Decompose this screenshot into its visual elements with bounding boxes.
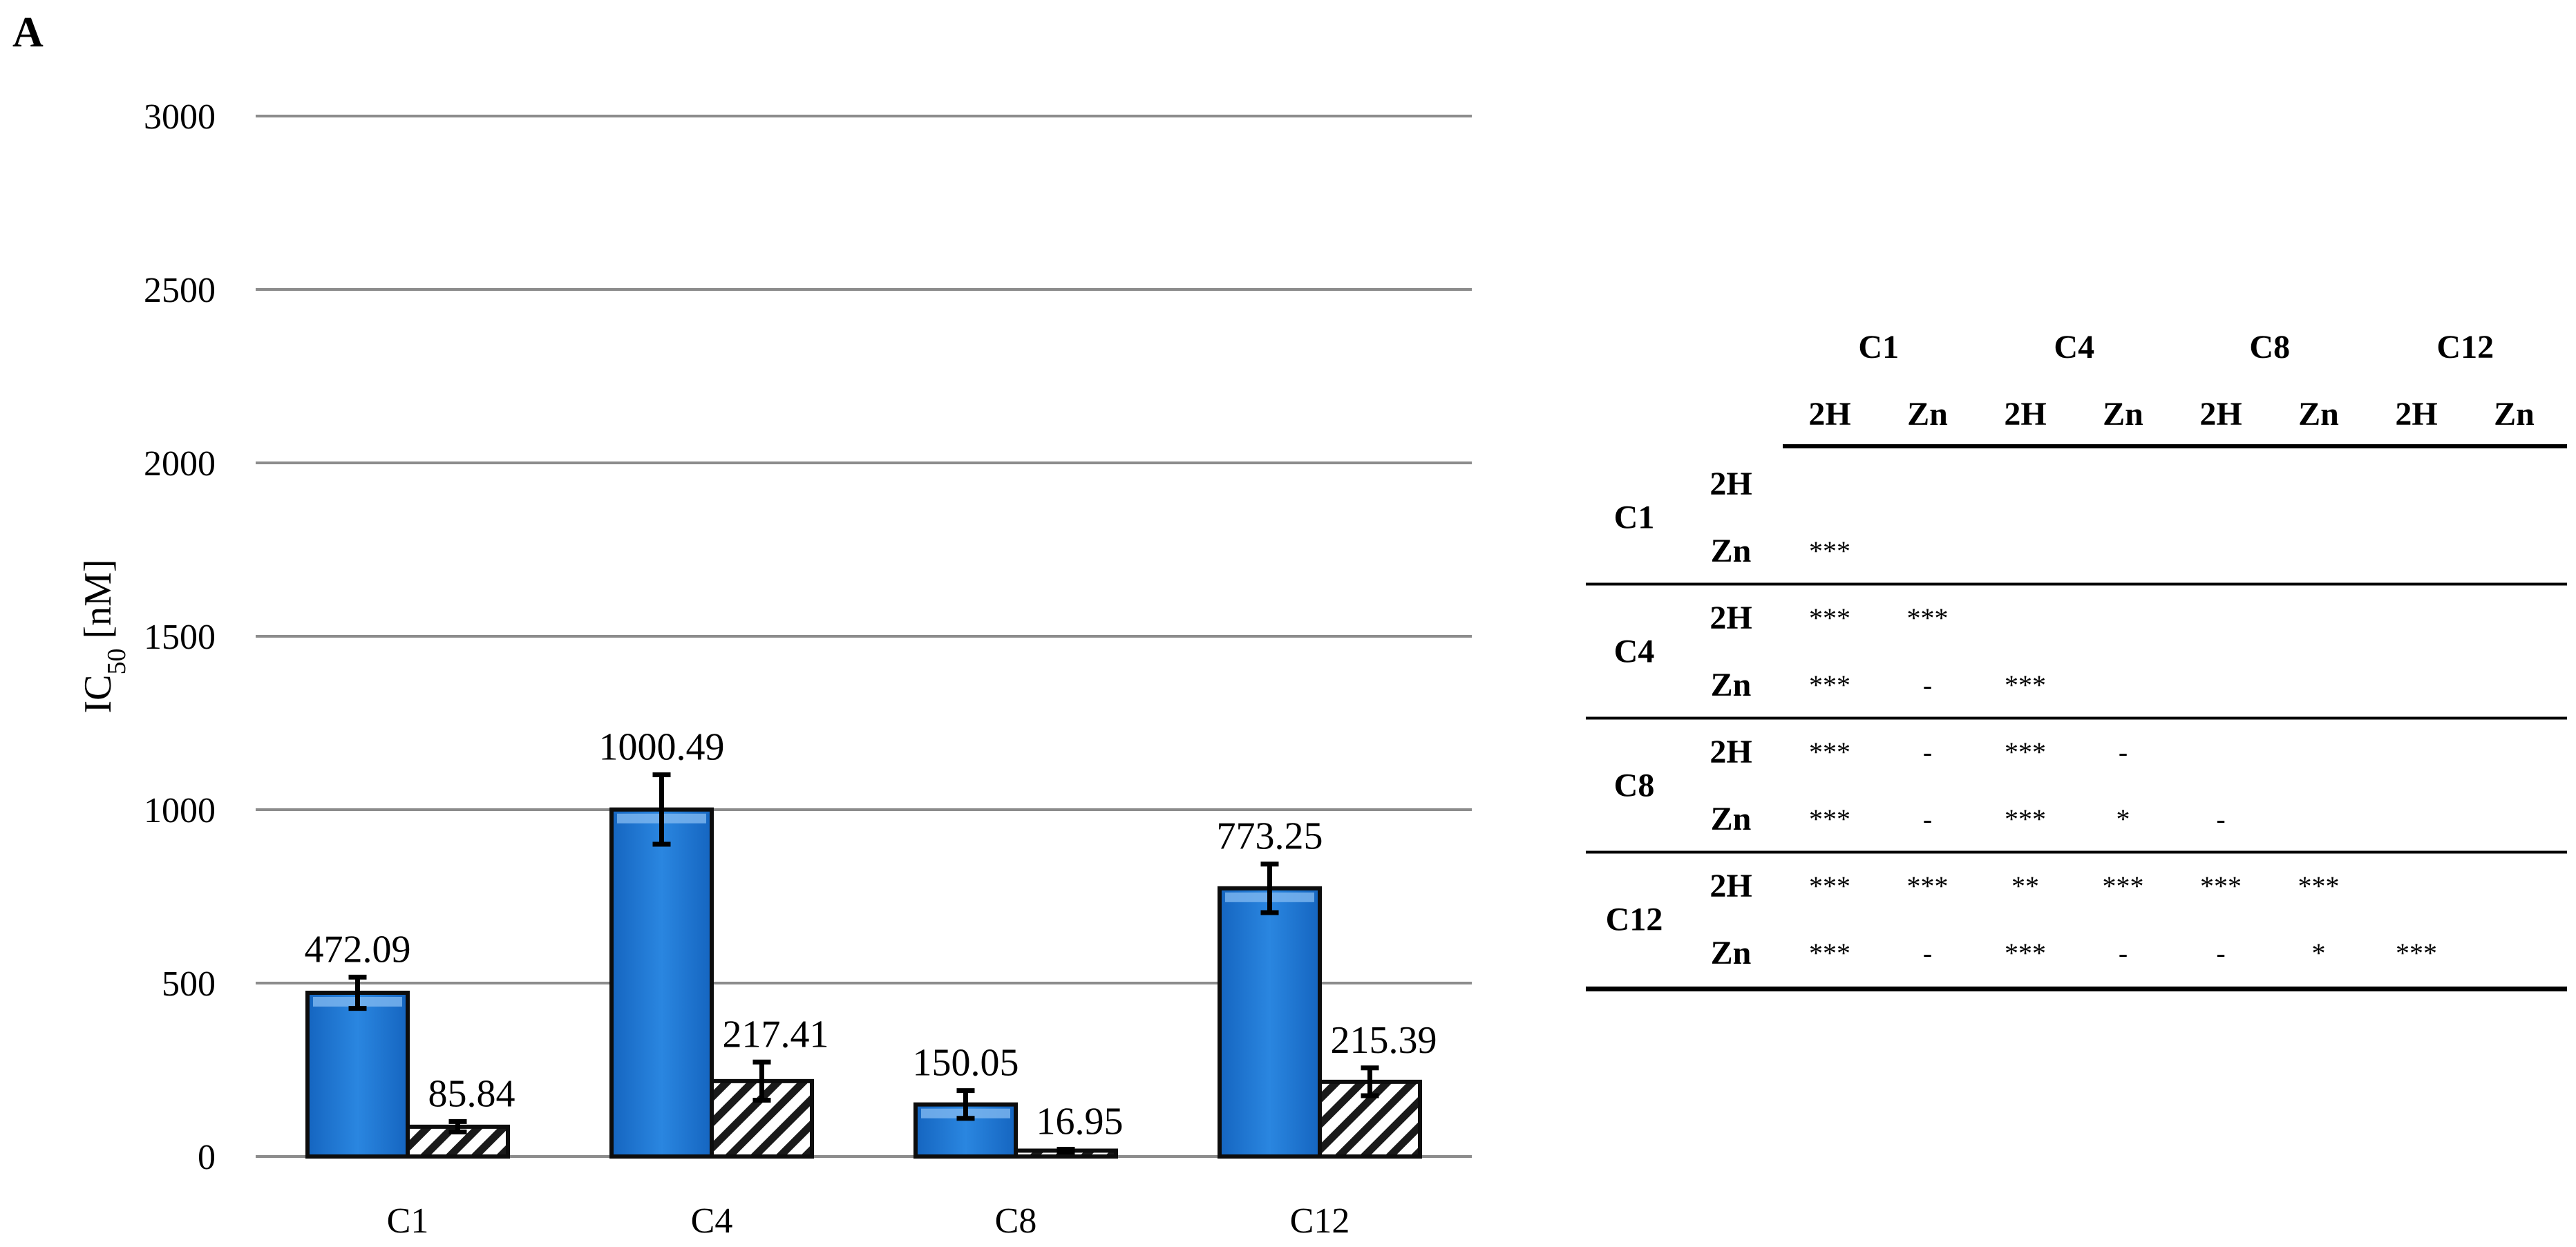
x-tick-label: C8 (995, 1201, 1037, 1241)
table-cell: *** (1809, 803, 1850, 835)
data-label: 85.84 (428, 1072, 515, 1115)
table-row-sub: Zn (1711, 667, 1752, 703)
y-tick-label: 0 (198, 1138, 216, 1177)
table-sub-header: Zn (1907, 396, 1948, 432)
y-tick-label: 2000 (144, 444, 216, 484)
table-cell: ** (2011, 870, 2039, 902)
table-cell: *** (1907, 870, 1949, 902)
table-cell: *** (1809, 669, 1850, 701)
panel-label: A (12, 9, 44, 56)
table-group-header: C4 (2054, 329, 2094, 365)
y-tick-label: 2500 (144, 271, 216, 310)
table-sub-header: 2H (1808, 396, 1850, 432)
data-label: 1000.49 (599, 726, 725, 769)
table-sub-header: Zn (2494, 396, 2535, 432)
bars (305, 772, 1422, 1159)
table-cell: - (2216, 937, 2225, 969)
y-tick-label: 1000 (144, 791, 216, 830)
y-tick-label: 3000 (144, 97, 216, 137)
table-cell: - (1923, 803, 1932, 835)
table-cell: *** (1809, 937, 1850, 969)
table-row-group: C12 (1606, 902, 1663, 938)
y-axis-title: IC50 [nM] (77, 559, 131, 713)
table-cell: *** (2200, 870, 2242, 902)
table-row-group: C1 (1614, 499, 1655, 536)
table-cell: *** (2005, 669, 2046, 701)
x-tick-label: C1 (387, 1201, 429, 1241)
table-cell: *** (2005, 736, 2046, 768)
table-row-group: C4 (1614, 634, 1655, 670)
data-label: 472.09 (305, 928, 411, 971)
table-cell: - (1923, 736, 1932, 768)
table-row-sub: Zn (1711, 801, 1752, 837)
table-cell: * (2312, 937, 2326, 969)
table-row-sub: 2H (1710, 466, 1752, 502)
table-cell: - (1923, 937, 1932, 969)
table-cell: *** (1809, 602, 1850, 634)
table-group-header: C8 (2249, 329, 2290, 365)
table-group-header: C1 (1858, 329, 1899, 365)
ic50-bar-chart: 0 500 1000 1500 2000 2500 3000 IC50 [nM] 472.09 8… (77, 97, 1472, 1241)
x-tick-label: C4 (691, 1201, 733, 1241)
table-row-sub: Zn (1711, 533, 1752, 569)
table-cell: *** (2298, 870, 2340, 902)
table-cell: *** (2396, 937, 2437, 969)
table-cell: * (2116, 803, 2130, 835)
table-sub-header: 2H (2004, 396, 2046, 432)
data-label: 217.41 (723, 1013, 829, 1056)
labels: 0 500 1000 1500 2000 2500 3000 IC50 [nM] 472.09 8… (77, 97, 1437, 1241)
table-cell: *** (2005, 937, 2046, 969)
table-cell: - (2119, 937, 2128, 969)
table-row-group: C8 (1614, 768, 1655, 804)
table-row-sub: 2H (1710, 600, 1752, 636)
table-row-sub: Zn (1711, 935, 1752, 971)
table-sub-header: 2H (2395, 396, 2437, 432)
y-tick-label: 1500 (144, 618, 216, 657)
data-label: 150.05 (913, 1042, 1019, 1085)
table-sub-header: 2H (2199, 396, 2242, 432)
data-label: 16.95 (1036, 1100, 1124, 1143)
table-sub-header: Zn (2298, 396, 2339, 432)
table-cell: - (2216, 803, 2225, 835)
data-label: 773.25 (1217, 815, 1323, 858)
data-label: 215.39 (1331, 1019, 1437, 1062)
table-cell: *** (2103, 870, 2144, 902)
table-row-sub: 2H (1710, 868, 1752, 904)
table-cell: - (1923, 669, 1932, 701)
table-row-sub: 2H (1710, 734, 1752, 770)
table-sub-header: Zn (2103, 396, 2143, 432)
y-tick-label: 500 (162, 964, 216, 1004)
x-tick-label: C12 (1290, 1201, 1350, 1241)
table-cell: *** (1809, 870, 1850, 902)
table-cell: - (2119, 736, 2128, 768)
table-cell: *** (1907, 602, 1949, 634)
table-cell: *** (1809, 535, 1850, 567)
table-group-header: C12 (2436, 329, 2494, 365)
table-cell: *** (2005, 803, 2046, 835)
table-cell: *** (1809, 736, 1850, 768)
